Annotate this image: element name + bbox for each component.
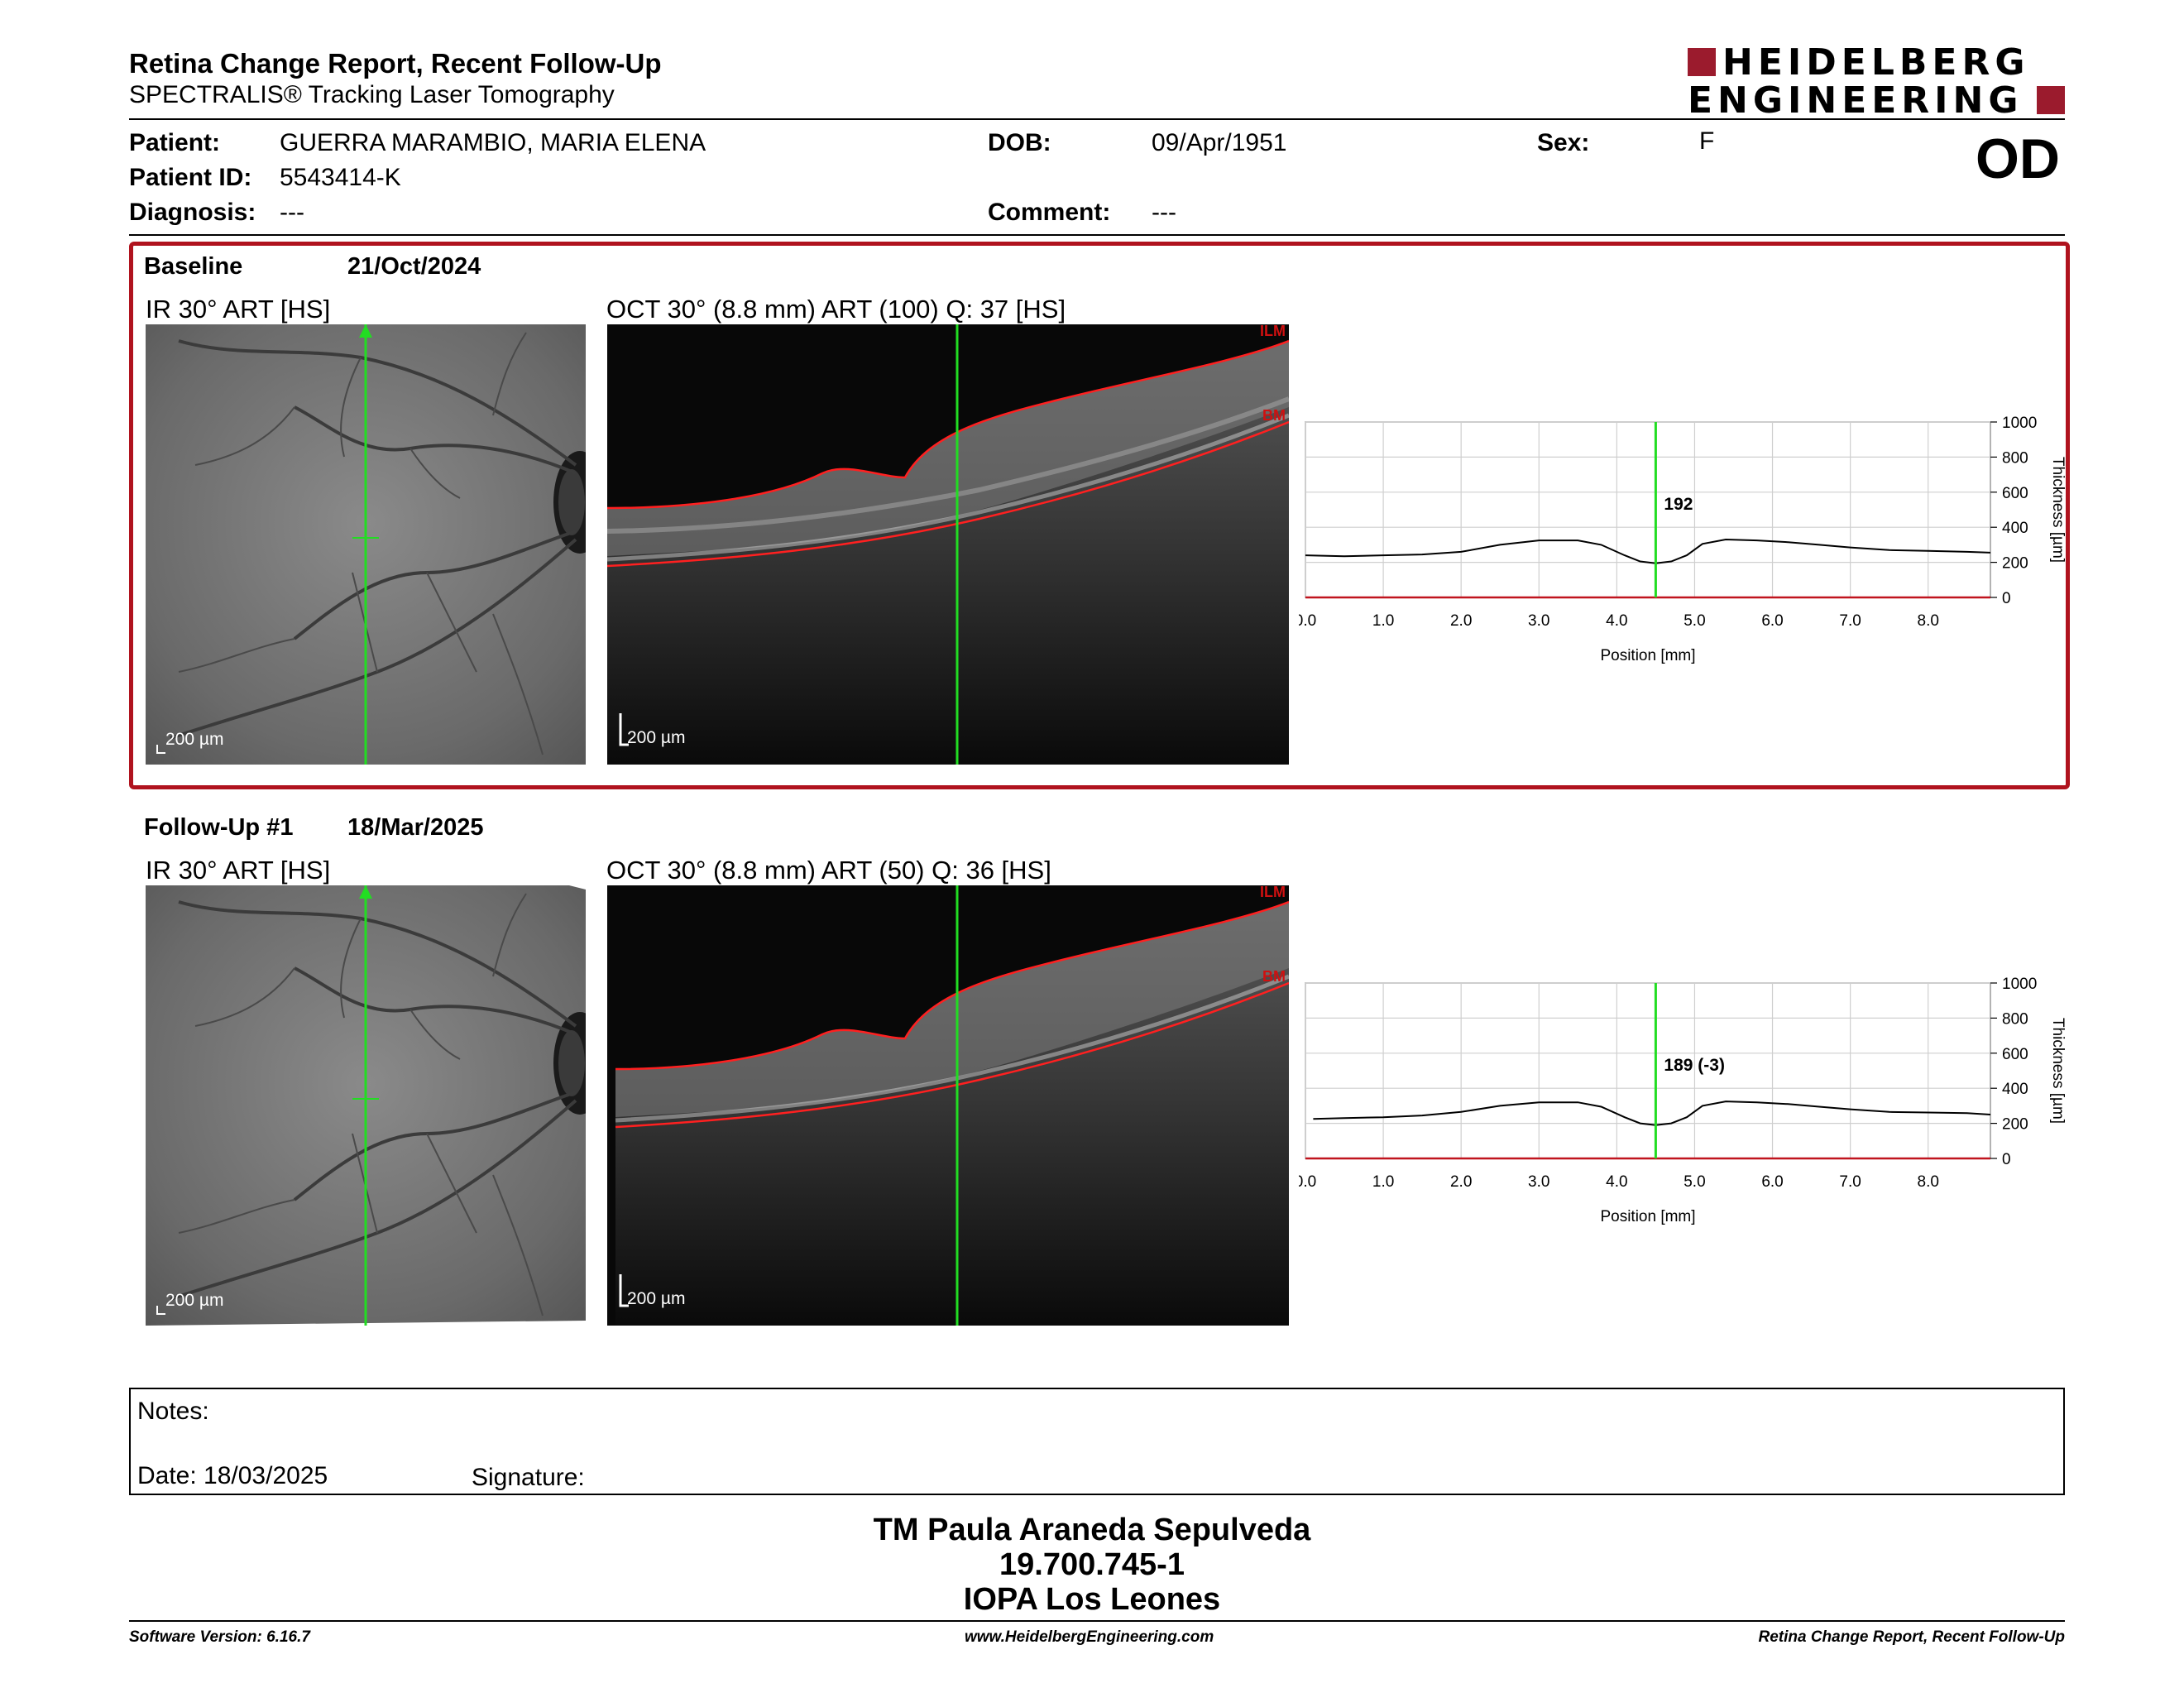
followup-ilm-label: ILM — [1260, 885, 1286, 900]
x-tick-label: 6.0 — [1761, 1173, 1783, 1191]
x-tick-label: 4.0 — [1606, 1173, 1627, 1191]
chart-plot-area — [1305, 982, 1991, 1159]
marker-value-label: 192 — [1664, 495, 1693, 514]
baseline-oct-label: OCT 30° (8.8 mm) ART (100) Q: 37 [HS] — [606, 295, 1066, 324]
baseline-ir-label: IR 30° ART [HS] — [146, 295, 331, 324]
x-tick-label: 8.0 — [1918, 1173, 1939, 1191]
x-tick-label: 4.0 — [1606, 612, 1627, 630]
followup-ir-scale: 200 µm — [165, 1291, 224, 1310]
x-tick-label: 2.0 — [1450, 612, 1472, 630]
y-tick-label: 400 — [2002, 1081, 2028, 1098]
x-axis-title: Position [mm] — [1600, 1208, 1695, 1225]
y-tick-label: 200 — [2002, 1116, 2028, 1134]
y-tick-label: 200 — [2002, 555, 2028, 573]
x-tick-label: 5.0 — [1684, 612, 1705, 630]
y-tick-label: 600 — [2002, 485, 2028, 502]
notes-date: Date: 18/03/2025 — [137, 1462, 328, 1489]
notes-box: Notes: Date: 18/03/2025 Signature: — [129, 1388, 2065, 1495]
logo-line-1: HEIDELBERG — [1722, 41, 2030, 84]
x-tick-label: 3.0 — [1528, 612, 1549, 630]
followup-date: 18/Mar/2025 — [347, 814, 484, 841]
dob-value: 09/Apr/1951 — [1152, 129, 1287, 156]
followup-ir-fundus-image: 200 µm — [146, 885, 586, 1326]
comment-value: --- — [1152, 199, 1176, 226]
signature-label: Signature: — [472, 1464, 585, 1491]
x-tick-label: 6.0 — [1761, 612, 1783, 630]
y-axis-title: Thickness [µm] — [2049, 457, 2067, 563]
y-tick-label: 0 — [2002, 590, 2011, 607]
thickness-chart-svg: 0.0 1.0 2.0 3.0 4.0 5.0 6.0 7.0 8.0 0 200 400 600 800… — [1295, 976, 2067, 1225]
diagnosis-label: Diagnosis: — [129, 199, 256, 226]
eye-label: OD — [1976, 127, 2060, 190]
footer-divider — [129, 1620, 2065, 1622]
footer-report-name: Retina Change Report, Recent Follow-Up — [1758, 1628, 2065, 1646]
x-axis-title: Position [mm] — [1600, 647, 1695, 664]
y-tick-label: 600 — [2002, 1046, 2028, 1063]
patient-label: Patient: — [129, 129, 221, 156]
followup-oct-bscan-image: ILM BM 200 µm — [607, 885, 1289, 1326]
y-tick-label: 1000 — [2002, 415, 2037, 432]
logo-square-bottom — [2037, 86, 2065, 114]
y-tick-label: 400 — [2002, 520, 2028, 537]
y-axis-title: Thickness [µm] — [2049, 1018, 2067, 1124]
x-tick-label: 0.0 — [1299, 1173, 1316, 1191]
signer-id: 19.700.745-1 — [999, 1547, 1185, 1582]
y-tick-label: 800 — [2002, 449, 2028, 467]
baseline-bm-label: BM — [1262, 407, 1286, 424]
sex-value: F — [1699, 127, 1715, 155]
dob-label: DOB: — [988, 129, 1051, 156]
baseline-ir-scale: 200 µm — [165, 730, 224, 749]
x-tick-label: 7.0 — [1839, 612, 1861, 630]
patient-id: 5543414-K — [280, 164, 401, 191]
x-tick-label: 2.0 — [1450, 1173, 1472, 1191]
report-title: Retina Change Report, Recent Follow-Up — [129, 48, 662, 79]
x-tick-label: 1.0 — [1372, 1173, 1394, 1191]
diagnosis-value: --- — [280, 199, 304, 226]
header-divider — [129, 118, 2065, 120]
baseline-oct-bscan-image: ILM BM 200 µm — [607, 324, 1289, 765]
y-tick-label: 0 — [2002, 1151, 2011, 1168]
patient-id-label: Patient ID: — [129, 164, 252, 191]
report-subtitle: SPECTRALIS® Tracking Laser Tomography — [129, 81, 615, 108]
x-tick-label: 1.0 — [1372, 612, 1394, 630]
baseline-ir-fundus-image: 200 µm — [146, 324, 586, 765]
baseline-highlight-frame — [129, 242, 2070, 789]
signer-name: TM Paula Araneda Sepulveda — [873, 1513, 1311, 1547]
footer-website: www.HeidelbergEngineering.com — [965, 1628, 1214, 1646]
followup-oct-scale: 200 µm — [627, 1289, 686, 1308]
y-tick-label: 1000 — [2002, 976, 2037, 993]
followup-title: Follow-Up #1 — [144, 814, 294, 841]
followup-ir-label: IR 30° ART [HS] — [146, 856, 331, 885]
x-tick-label: 5.0 — [1684, 1173, 1705, 1191]
footer-software-version: Software Version: 6.16.7 — [129, 1628, 310, 1646]
baseline-ilm-label: ILM — [1260, 324, 1286, 339]
baseline-thickness-chart: 0.0 1.0 2.0 3.0 4.0 5.0 6.0 7.0 8.0 0 200 400 600 800… — [1295, 407, 2076, 680]
y-tick-label: 800 — [2002, 1010, 2028, 1028]
comment-label: Comment: — [988, 199, 1111, 226]
thickness-series-line — [1313, 1101, 1991, 1126]
followup-thickness-chart: 0.0 1.0 2.0 3.0 4.0 5.0 6.0 7.0 8.0 0 200 400 600 800… — [1295, 968, 2076, 1241]
followup-oct-label: OCT 30° (8.8 mm) ART (50) Q: 36 [HS] — [606, 856, 1051, 885]
followup-bm-label: BM — [1262, 968, 1286, 985]
x-tick-label: 8.0 — [1918, 612, 1939, 630]
x-tick-label: 3.0 — [1528, 1173, 1549, 1191]
baseline-oct-scale: 200 µm — [627, 728, 686, 747]
patient-name: GUERRA MARAMBIO, MARIA ELENA — [280, 129, 706, 156]
marker-value-label: 189 (-3) — [1664, 1056, 1725, 1075]
patient-divider — [129, 234, 2065, 236]
baseline-title: Baseline — [144, 253, 243, 280]
baseline-date: 21/Oct/2024 — [347, 253, 481, 280]
sex-label: Sex: — [1537, 129, 1590, 156]
logo-line-2: ENGINEERING — [1688, 79, 2024, 122]
heidelberg-logo: HEIDELBERG ENGINEERING — [1688, 43, 2068, 119]
x-tick-label: 7.0 — [1839, 1173, 1861, 1191]
notes-label: Notes: — [137, 1398, 209, 1425]
x-tick-label: 0.0 — [1299, 612, 1316, 630]
thickness-chart-svg: 0.0 1.0 2.0 3.0 4.0 5.0 6.0 7.0 8.0 0 200 400 600 800… — [1295, 415, 2067, 664]
signer-place: IOPA Los Leones — [963, 1582, 1221, 1617]
thickness-series-line — [1305, 538, 1991, 564]
logo-square-top — [1688, 48, 1716, 76]
chart-plot-area — [1305, 421, 1991, 598]
